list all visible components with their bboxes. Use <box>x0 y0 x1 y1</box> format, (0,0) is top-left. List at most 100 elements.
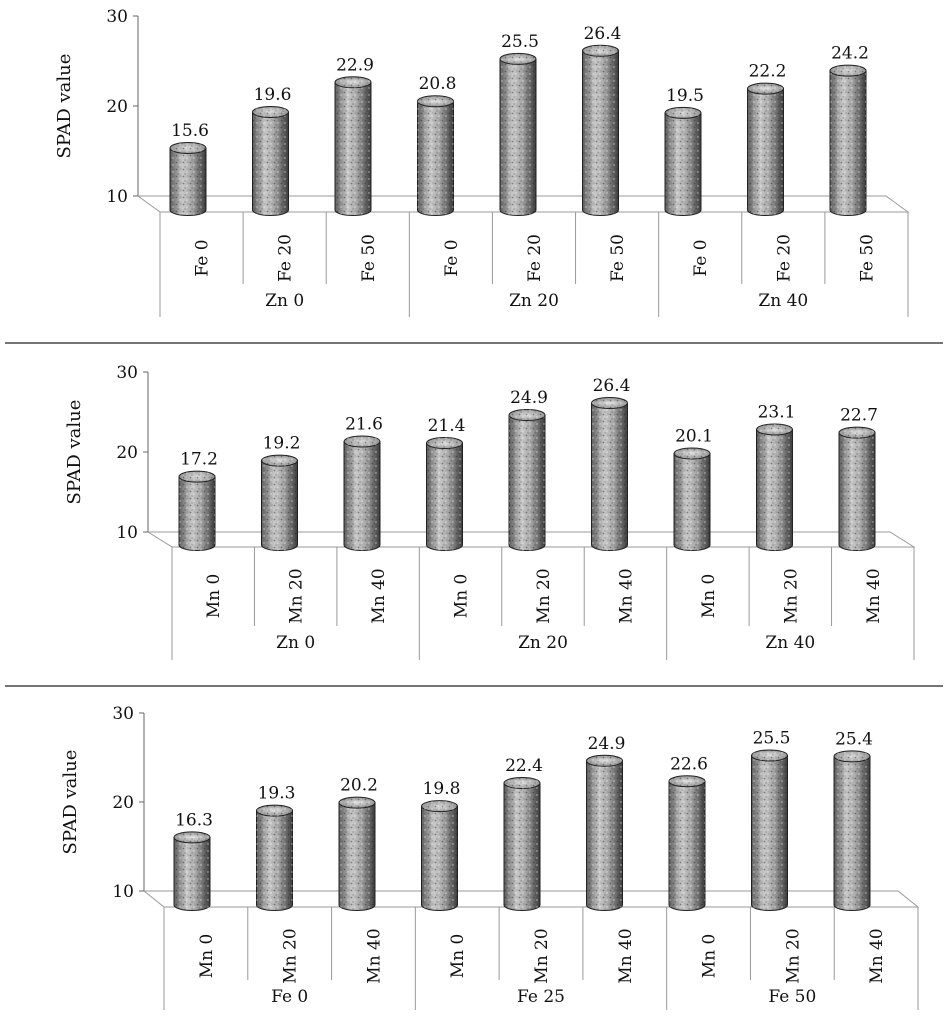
bar-texture <box>256 810 293 911</box>
data-label: 24.9 <box>510 388 548 408</box>
bar-texture <box>751 755 788 911</box>
data-label: 25.5 <box>753 728 791 748</box>
data-label: 25.4 <box>835 729 873 749</box>
bar <box>664 106 702 216</box>
bar-texture <box>830 70 866 216</box>
bar-cap-texture <box>674 447 710 459</box>
bar <box>673 447 711 551</box>
bar <box>421 800 458 911</box>
bar-cap-texture <box>582 45 619 57</box>
data-label: 26.4 <box>593 376 631 396</box>
category-label: Mn 40 <box>364 928 384 983</box>
y-tick-label: 10 <box>116 523 138 543</box>
category-label: Mn 40 <box>616 928 636 983</box>
bar-cap-texture <box>839 427 875 439</box>
data-label: 20.1 <box>675 426 713 446</box>
bar <box>756 423 793 551</box>
bar-texture <box>504 783 540 911</box>
data-label: 19.5 <box>666 86 704 106</box>
y-tick-label: 20 <box>106 97 128 117</box>
y-axis-label: SPAD value <box>60 750 81 855</box>
data-label: 19.8 <box>423 779 461 799</box>
bar-cap-texture <box>344 435 380 447</box>
group-label: Zn 0 <box>265 291 304 311</box>
y-axis-label: SPAD value <box>64 400 85 505</box>
bar <box>252 106 289 216</box>
y-tick-label: 20 <box>112 793 134 813</box>
bar-cap-texture <box>834 750 870 762</box>
bar <box>503 777 541 911</box>
data-label: 15.6 <box>171 121 209 141</box>
bar <box>668 775 706 911</box>
group-label: Fe 0 <box>271 987 308 1007</box>
chart-panel-1: 10 20 30 SPAD value Fe 0 Fe 20 Fe 50 Fe 0 Fe 20 F… <box>54 7 910 317</box>
bar-cap-texture <box>261 455 298 467</box>
bar-texture <box>756 429 793 551</box>
bar-cap-texture <box>426 437 463 449</box>
bar <box>829 64 867 216</box>
bar-texture <box>747 88 784 216</box>
bar <box>751 749 788 911</box>
bar-cap-texture <box>669 775 705 787</box>
bar-texture <box>834 756 870 911</box>
y-tick-label: 20 <box>116 443 138 463</box>
data-label: 19.3 <box>258 784 296 804</box>
category-label: Fe 0 <box>691 239 711 276</box>
bar-cap-texture <box>179 471 215 483</box>
bar <box>178 470 216 551</box>
bar-cap-texture <box>335 76 371 88</box>
bar-texture <box>179 476 215 551</box>
bar-texture <box>174 837 210 911</box>
category-label: Fe 0 <box>442 239 462 276</box>
bar <box>591 397 628 551</box>
category-label: Fe 50 <box>608 234 628 282</box>
bar <box>338 796 376 911</box>
bar-cap-texture <box>830 65 866 77</box>
data-label: 20.8 <box>419 74 457 94</box>
bar-texture <box>421 806 458 911</box>
y-tick-label: 30 <box>106 7 128 27</box>
category-label: Fe 0 <box>193 239 213 276</box>
bar-cap-texture <box>665 107 701 119</box>
group-label: Zn 20 <box>509 291 559 311</box>
category-label: Mn 0 <box>448 934 468 979</box>
category-label: Mn 20 <box>534 568 554 623</box>
bar-cap-texture <box>170 142 206 154</box>
bar-cap-texture <box>756 423 793 435</box>
data-label: 22.9 <box>336 55 374 75</box>
bar <box>586 754 623 911</box>
bar-cap-texture <box>509 409 545 421</box>
y-tick-label: 10 <box>112 882 134 902</box>
bar-cap-texture <box>751 749 788 761</box>
bar <box>256 804 293 911</box>
data-label: 19.6 <box>254 85 292 105</box>
bar-cap-texture <box>174 831 210 843</box>
y-tick-label: 30 <box>112 704 134 724</box>
data-label: 22.2 <box>749 62 787 82</box>
bar <box>508 409 546 551</box>
data-label: 24.2 <box>831 44 869 64</box>
data-label: 25.5 <box>501 32 539 52</box>
bar-texture <box>335 82 371 216</box>
chart-panel-3: 10 20 30 SPAD value Mn 0 Mn 20 Mn 40 Mn 0 Mn 20 M… <box>60 704 920 1010</box>
category-label: Mn 0 <box>197 934 217 979</box>
category-label: Fe 20 <box>525 234 545 282</box>
bar <box>417 95 454 216</box>
group-label: Fe 25 <box>517 987 565 1007</box>
group-label: Fe 50 <box>768 987 816 1007</box>
category-label: Mn 40 <box>864 568 884 623</box>
data-label: 21.4 <box>428 416 466 436</box>
group-label: Zn 0 <box>276 633 315 653</box>
category-label: Mn 20 <box>281 928 301 983</box>
group-label: Zn 20 <box>518 633 568 653</box>
category-label: Mn 20 <box>781 568 801 623</box>
group-label: Zn 40 <box>758 291 808 311</box>
data-label: 20.2 <box>340 776 378 796</box>
data-label: 19.2 <box>263 434 301 454</box>
bar-texture <box>674 453 710 551</box>
data-label: 26.4 <box>584 24 622 44</box>
bar <box>426 437 463 551</box>
bar-texture <box>170 148 206 216</box>
y-tick-label: 10 <box>106 187 128 207</box>
